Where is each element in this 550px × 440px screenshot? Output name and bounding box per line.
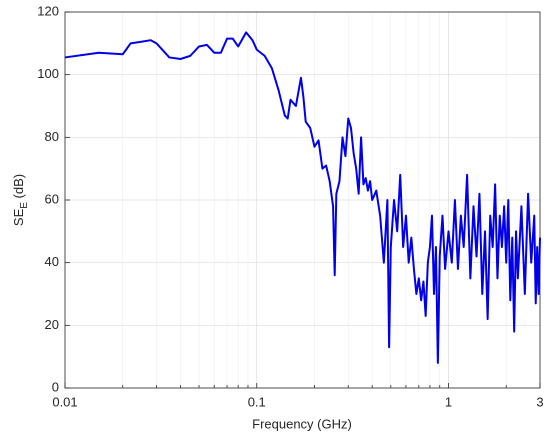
y-tick-label: 100	[37, 66, 59, 81]
x-axis-label: Frequency (GHz)	[252, 416, 352, 431]
axes-box	[64, 11, 541, 389]
y-tick-label: 80	[45, 129, 59, 144]
y-axis-label: SEE (dB)	[11, 174, 29, 226]
y-tick-label: 0	[52, 379, 59, 394]
y-tick-label: 20	[45, 317, 59, 332]
x-tick-label: 1	[445, 394, 452, 409]
y-tick-label: 40	[45, 254, 59, 269]
y-label-sub: E	[19, 202, 30, 209]
x-tick-label: 0.01	[52, 394, 77, 409]
data-line	[64, 31, 541, 364]
x-tick-label: 0.1	[248, 394, 266, 409]
y-tick-label: 120	[37, 3, 59, 18]
y-tick-label: 60	[45, 191, 59, 206]
y-label-main: SE	[11, 208, 26, 226]
y-label-unit: (dB)	[11, 174, 26, 199]
x-tick-label: 3	[536, 394, 543, 409]
